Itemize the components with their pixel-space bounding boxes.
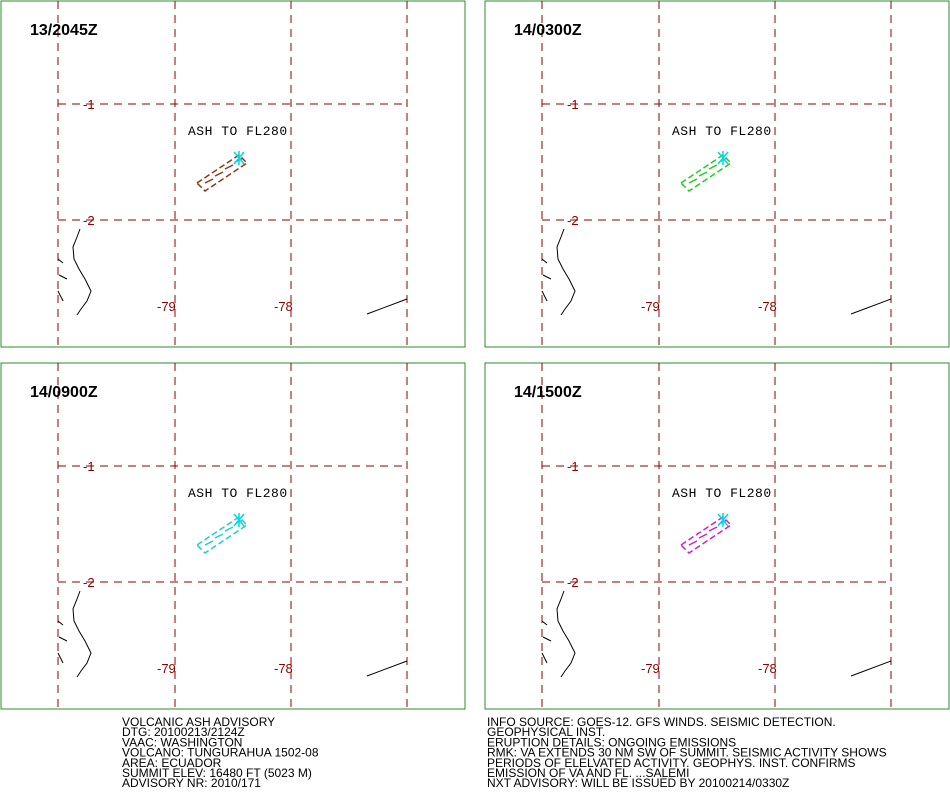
lat-label: -1 (567, 97, 579, 112)
annotation: ASH TO FL280 (188, 124, 288, 139)
coastline (541, 590, 576, 678)
advisory-line: ADVISORY NR: 2010/171 (122, 776, 261, 790)
advisory-line: NXT ADVISORY: WILL BE ISSUED BY 20100214… (487, 776, 789, 790)
panel-frame (484, 0, 950, 348)
lon-label: -78 (758, 299, 777, 314)
ash-hatch (214, 171, 224, 177)
ash-hatch (708, 164, 718, 170)
advisory-line: VOLCANO: TUNGURAHUA 1502-08 (122, 746, 319, 760)
lon-label: -78 (274, 661, 293, 676)
advisory-line: SUMMIT ELEV: 16480 FT (5023 M) (122, 766, 312, 780)
panel-frame (0, 0, 466, 348)
advisory-line: EMISSION OF VA AND FL. ...SALEMI (487, 766, 690, 780)
lat-label: -1 (567, 459, 579, 474)
annotation: ASH TO FL280 (188, 486, 288, 501)
ash-hatch (224, 526, 234, 532)
coastline (57, 590, 92, 678)
lon-label: -79 (641, 299, 660, 314)
ash-hatch (698, 533, 708, 539)
ash-hatch (204, 178, 214, 184)
advisory-line: AREA: ECUADOR (122, 756, 222, 770)
ash-hatch (204, 540, 214, 546)
ash-hatch (708, 526, 718, 532)
advisory-line: GEOPHYSICAL INST. (487, 725, 605, 739)
boundary (366, 660, 408, 677)
summit-mark (717, 151, 729, 165)
boundary (850, 660, 892, 677)
ash-hatch (698, 171, 708, 177)
lon-label: -78 (758, 661, 777, 676)
coastline (57, 228, 92, 316)
summit-mark (233, 151, 245, 165)
advisory-line: INFO SOURCE: GOES-12. GFS WINDS. SEISMIC… (487, 715, 836, 729)
advisory-line: PERIODS OF ELELVATED ACTIVITY. GEOPHYS. … (487, 756, 856, 770)
panel-frame (0, 362, 466, 710)
advisory-line: DTG: 20100213/2124Z (122, 725, 245, 739)
advisory-line: VOLCANIC ASH ADVISORY (122, 715, 275, 729)
time-label: 14/0300Z (514, 22, 582, 39)
lat-label: -1 (83, 459, 95, 474)
lat-label: -2 (83, 213, 95, 228)
ash-hatch (214, 533, 224, 539)
time-label: 14/0900Z (30, 384, 98, 401)
ash-hatch (688, 540, 698, 546)
annotation: ASH TO FL280 (672, 124, 772, 139)
lat-label: -2 (567, 213, 579, 228)
lat-label: -1 (83, 97, 95, 112)
lon-label: -79 (157, 299, 176, 314)
map-panel: -1 -2 -79 -78 13/2045Z ASH TO FL280 (0, 0, 466, 348)
lat-label: -2 (83, 575, 95, 590)
panel-frame (484, 362, 950, 710)
lon-label: -79 (157, 661, 176, 676)
lat-label: -2 (567, 575, 579, 590)
ash-hatch (688, 178, 698, 184)
time-label: 14/1500Z (514, 384, 582, 401)
advisory-line: ERUPTION DETAILS: ONGOING EMISSIONS (487, 735, 736, 749)
map-panel: -1 -2 -79 -78 14/1500Z ASH TO FL280 (484, 362, 950, 710)
advisory-line: VAAC: WASHINGTON (122, 735, 242, 749)
boundary (366, 298, 408, 315)
lon-label: -78 (274, 299, 293, 314)
summit-mark (717, 513, 729, 527)
advisory-line: RMK: VA EXTENDS 30 NM SW OF SUMMIT. SEIS… (487, 746, 887, 760)
map-panel: -1 -2 -79 -78 14/0300Z ASH TO FL280 (484, 0, 950, 348)
annotation: ASH TO FL280 (672, 486, 772, 501)
lon-label: -79 (641, 661, 660, 676)
time-label: 13/2045Z (30, 22, 98, 39)
ash-hatch (224, 164, 234, 170)
map-panel: -1 -2 -79 -78 14/0900Z ASH TO FL280 (0, 362, 466, 710)
coastline (541, 228, 576, 316)
summit-mark (233, 513, 245, 527)
boundary (850, 298, 892, 315)
